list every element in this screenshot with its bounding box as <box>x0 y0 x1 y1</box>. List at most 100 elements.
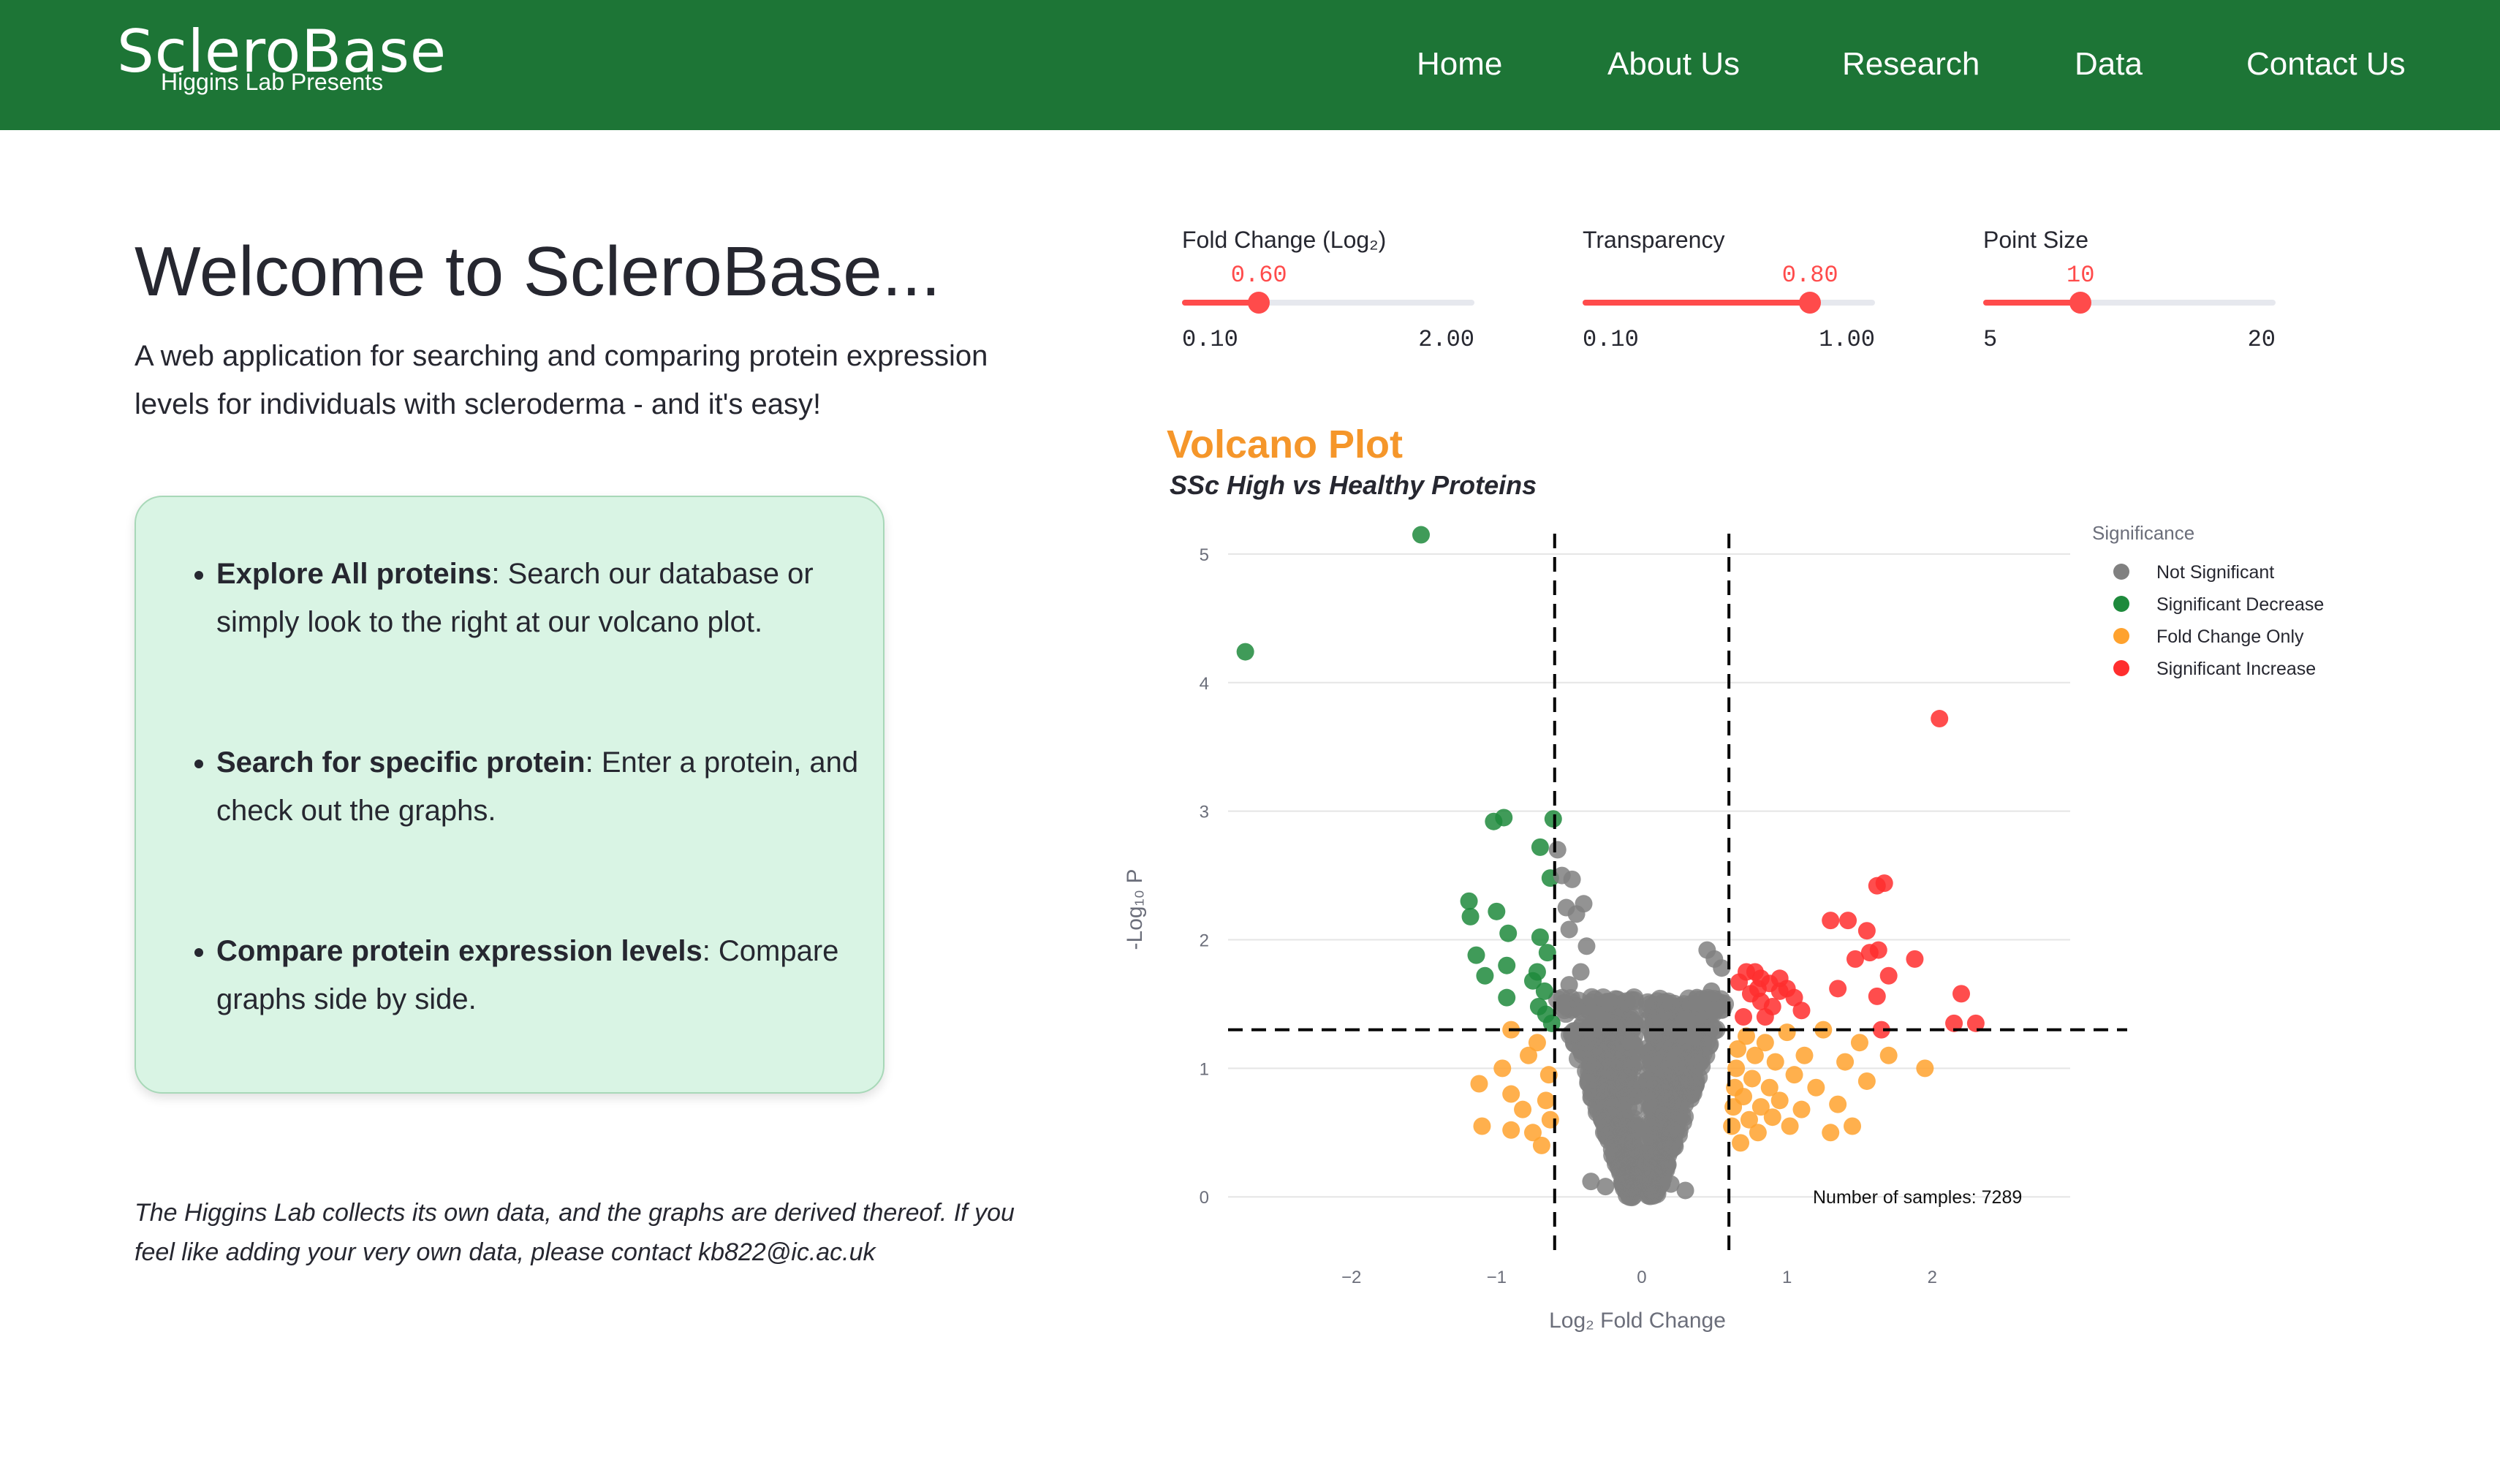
data-point-significant-increase[interactable] <box>1966 1014 1985 1032</box>
data-point-significant-decrease[interactable] <box>1538 944 1556 962</box>
data-point-fold-change-only[interactable] <box>1829 1095 1847 1113</box>
data-point-significant-increase[interactable] <box>1751 969 1770 988</box>
brand-logo[interactable]: ScleroBase Higgins Lab Presents <box>117 19 447 96</box>
data-point-significant-decrease[interactable] <box>1485 812 1503 830</box>
data-point-fold-change-only[interactable] <box>1493 1059 1512 1078</box>
data-point-fold-change-only[interactable] <box>1844 1117 1862 1135</box>
data-point-fold-change-only[interactable] <box>1532 1136 1550 1154</box>
data-point-significant-increase[interactable] <box>1875 874 1893 893</box>
data-point-significant-decrease[interactable] <box>1236 643 1254 661</box>
data-point-fold-change-only[interactable] <box>1470 1075 1488 1093</box>
legend-item[interactable]: Significant Decrease <box>2156 594 2324 615</box>
data-point-not-significant[interactable] <box>1688 988 1706 1007</box>
data-point-fold-change-only[interactable] <box>1502 1121 1520 1139</box>
data-point-fold-change-only[interactable] <box>1763 1108 1781 1127</box>
data-point-significant-increase[interactable] <box>1839 912 1857 930</box>
slider-thumb[interactable] <box>1799 292 1822 314</box>
data-point-significant-increase[interactable] <box>1785 988 1803 1007</box>
data-point-fold-change-only[interactable] <box>1523 1124 1542 1142</box>
data-point-fold-change-only[interactable] <box>1781 1117 1799 1135</box>
data-point-not-significant[interactable] <box>1705 1002 1724 1020</box>
nav-about-link[interactable]: About Us <box>1607 46 1740 82</box>
nav-research-link[interactable]: Research <box>1842 46 1980 82</box>
data-point-fold-change-only[interactable] <box>1807 1078 1825 1097</box>
data-point-significant-increase[interactable] <box>1872 1021 1890 1039</box>
transparency-slider[interactable]: Transparency 0.80 0.10 1.00 <box>1583 227 1875 358</box>
data-point-significant-increase[interactable] <box>1869 941 1887 959</box>
data-point-not-significant[interactable] <box>1563 870 1581 888</box>
data-point-fold-change-only[interactable] <box>1502 1085 1520 1103</box>
nav-contact-link[interactable]: Contact Us <box>2246 46 2406 82</box>
data-point-significant-increase[interactable] <box>1931 710 1949 728</box>
data-point-fold-change-only[interactable] <box>1520 1046 1538 1064</box>
data-point-significant-decrease[interactable] <box>1542 1014 1561 1032</box>
data-point-not-significant[interactable] <box>1567 905 1586 923</box>
data-point-significant-increase[interactable] <box>1857 922 1876 940</box>
data-point-significant-decrease[interactable] <box>1488 902 1506 920</box>
data-point-fold-change-only[interactable] <box>1729 1040 1747 1058</box>
data-point-fold-change-only[interactable] <box>1850 1034 1868 1052</box>
data-point-fold-change-only[interactable] <box>1760 1078 1779 1097</box>
data-point-not-significant[interactable] <box>1662 1175 1680 1193</box>
data-point-significant-decrease[interactable] <box>1531 838 1549 856</box>
slider-track[interactable] <box>1983 292 2276 314</box>
data-point-significant-decrease[interactable] <box>1523 972 1542 990</box>
data-point-fold-change-only[interactable] <box>1916 1059 1934 1078</box>
data-point-significant-increase[interactable] <box>1846 950 1864 968</box>
data-point-fold-change-only[interactable] <box>1766 1053 1784 1071</box>
data-point-not-significant[interactable] <box>1553 988 1571 1007</box>
data-point-fold-change-only[interactable] <box>1785 1066 1803 1084</box>
data-point-fold-change-only[interactable] <box>1770 1091 1789 1110</box>
data-point-not-significant[interactable] <box>1702 982 1721 1000</box>
data-point-not-significant[interactable] <box>1577 937 1596 955</box>
data-point-significant-decrease[interactable] <box>1498 988 1516 1007</box>
data-point-significant-decrease[interactable] <box>1531 928 1549 946</box>
data-point-significant-increase[interactable] <box>1763 997 1781 1015</box>
data-point-significant-increase[interactable] <box>1829 980 1847 998</box>
slider-track[interactable] <box>1583 292 1875 314</box>
data-point-significant-increase[interactable] <box>1770 969 1789 988</box>
data-point-significant-increase[interactable] <box>1735 1008 1753 1026</box>
data-point-significant-decrease[interactable] <box>1499 924 1518 942</box>
data-point-significant-increase[interactable] <box>1879 966 1898 985</box>
data-point-fold-change-only[interactable] <box>1737 1027 1755 1045</box>
data-point-not-significant[interactable] <box>1560 920 1578 939</box>
chart-legend[interactable]: Significance Not Significant Significant … <box>2092 522 2324 679</box>
data-point-significant-decrease[interactable] <box>1460 892 1478 910</box>
data-point-fold-change-only[interactable] <box>1740 1110 1758 1129</box>
point-size-slider[interactable]: Point Size 10 5 20 <box>1983 227 2276 358</box>
data-point-fold-change-only[interactable] <box>1723 1117 1741 1135</box>
data-point-fold-change-only[interactable] <box>1537 1091 1555 1110</box>
legend-item[interactable]: Fold Change Only <box>2156 626 2304 647</box>
data-point-significant-increase[interactable] <box>1822 912 1840 930</box>
data-point-fold-change-only[interactable] <box>1528 1034 1546 1052</box>
data-point-not-significant[interactable] <box>1560 976 1578 994</box>
data-point-significant-decrease[interactable] <box>1476 966 1494 985</box>
data-point-fold-change-only[interactable] <box>1541 1110 1559 1129</box>
volcano-plot[interactable]: Volcano Plot SSc High vs Healthy Protein… <box>1111 424 2354 1374</box>
data-point-fold-change-only[interactable] <box>1514 1100 1532 1118</box>
data-point-not-significant[interactable] <box>1582 1173 1600 1191</box>
data-point-fold-change-only[interactable] <box>1879 1046 1898 1064</box>
fold-change-slider[interactable]: Fold Change (Log₂) 0.60 0.10 2.00 <box>1182 227 1474 358</box>
slider-thumb[interactable] <box>1248 292 1270 314</box>
data-point-significant-increase[interactable] <box>1792 1002 1811 1020</box>
nav-home-link[interactable]: Home <box>1417 46 1503 82</box>
data-point-fold-change-only[interactable] <box>1822 1124 1840 1142</box>
data-point-fold-change-only[interactable] <box>1732 1134 1750 1152</box>
data-point-fold-change-only[interactable] <box>1727 1059 1746 1078</box>
data-point-not-significant[interactable] <box>1572 963 1590 981</box>
data-point-fold-change-only[interactable] <box>1749 1124 1767 1142</box>
data-point-fold-change-only[interactable] <box>1751 1098 1770 1116</box>
data-point-not-significant[interactable] <box>1596 1178 1615 1196</box>
data-point-fold-change-only[interactable] <box>1836 1053 1855 1071</box>
data-point-significant-increase[interactable] <box>1952 985 1971 1003</box>
slider-thumb[interactable] <box>2069 292 2092 314</box>
data-point-not-significant[interactable] <box>1589 1008 1607 1026</box>
data-point-fold-change-only[interactable] <box>1778 1023 1796 1042</box>
data-point-fold-change-only[interactable] <box>1857 1072 1876 1090</box>
data-point-significant-decrease[interactable] <box>1467 946 1485 964</box>
data-point-not-significant[interactable] <box>1683 1027 1702 1045</box>
data-point-fold-change-only[interactable] <box>1795 1046 1814 1064</box>
data-point-significant-decrease[interactable] <box>1461 907 1480 925</box>
